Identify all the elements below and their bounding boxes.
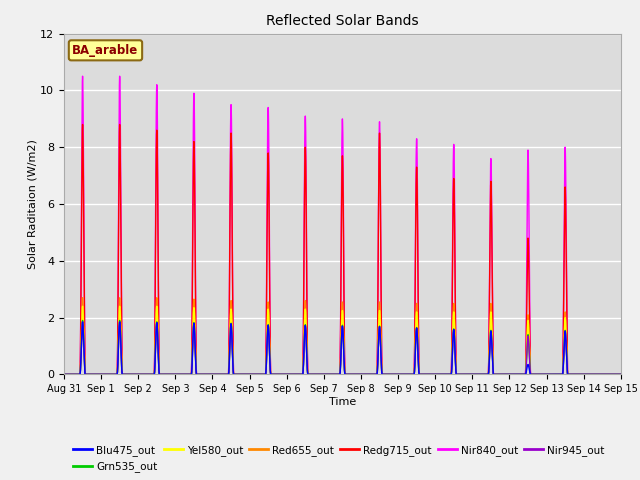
Legend: Blu475_out, Grn535_out, Yel580_out, Red655_out, Redg715_out, Nir840_out, Nir945_: Blu475_out, Grn535_out, Yel580_out, Red6… (69, 441, 609, 476)
Title: Reflected Solar Bands: Reflected Solar Bands (266, 14, 419, 28)
X-axis label: Time: Time (329, 397, 356, 407)
Text: BA_arable: BA_arable (72, 44, 139, 57)
Y-axis label: Solar Raditaion (W/m2): Solar Raditaion (W/m2) (28, 139, 37, 269)
